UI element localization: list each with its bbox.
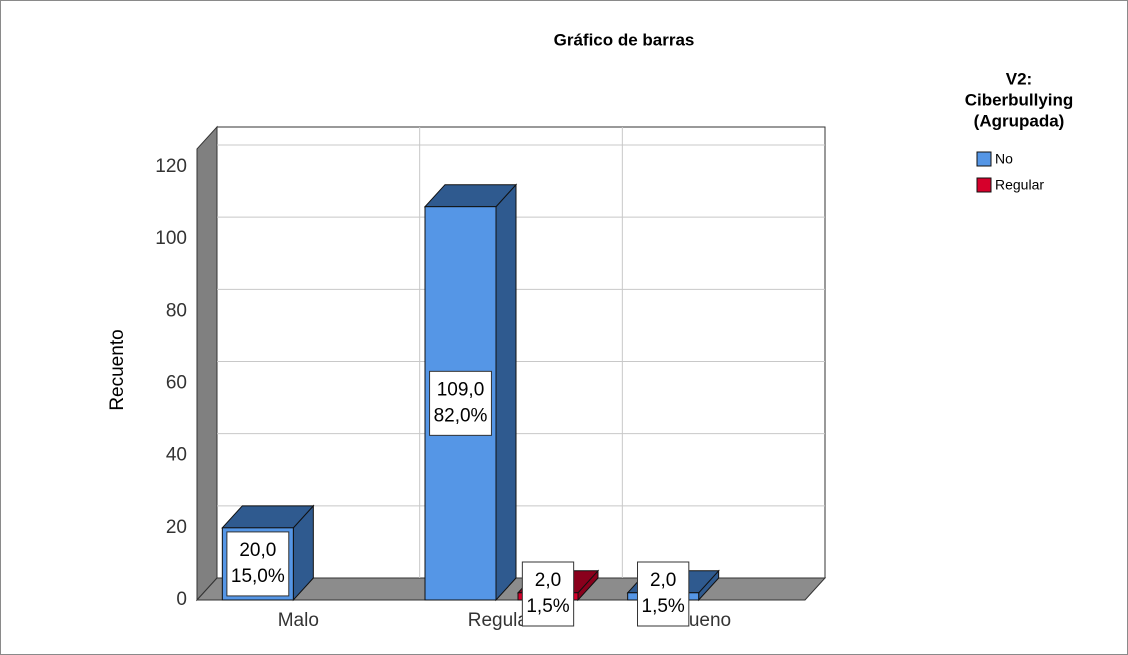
legend-swatch: [976, 151, 992, 167]
x-tick-label: Malo: [278, 610, 319, 631]
data-label-box: [521, 561, 575, 627]
data-label: 109,0 82,0%: [429, 370, 492, 436]
data-label-percent: 82,0%: [434, 405, 488, 426]
data-label-box: [226, 531, 290, 597]
legend-swatch: [976, 177, 992, 193]
data-label-percent: 1,5%: [642, 596, 685, 617]
data-label-value: 2,0: [535, 570, 561, 591]
data-label: 2,0 1,5%: [521, 561, 575, 627]
data-label-box: [429, 370, 492, 436]
data-label-value: 109,0: [437, 379, 485, 400]
y-tick-label: 20: [166, 517, 187, 538]
data-label-value: 2,0: [650, 570, 676, 591]
legend-title: (Agrupada): [974, 111, 1065, 130]
y-axis-label: Recuento: [107, 329, 128, 410]
y-tick-label: 40: [166, 445, 187, 466]
data-label: 2,0 1,5%: [637, 561, 690, 627]
legend-label: No: [995, 151, 1013, 167]
chart-title: Gráfico de barras: [554, 30, 695, 49]
y-tick-label: 100: [155, 228, 187, 249]
data-label-percent: 15,0%: [231, 566, 285, 587]
data-label: 20,0 15,0%: [226, 531, 290, 597]
y-tick-label: 60: [166, 373, 187, 394]
legend-label: Regular: [995, 177, 1044, 193]
x-tick-label: Regular: [468, 610, 535, 631]
y-tick-label: 0: [176, 589, 187, 610]
x-tick-label: Bueno: [676, 610, 731, 631]
data-label-value: 20,0: [239, 540, 276, 561]
y-tick-label: 120: [155, 156, 187, 177]
data-label-percent: 1,5%: [526, 596, 569, 617]
left-wall: [196, 125, 218, 602]
y-tick-label: 80: [166, 300, 187, 321]
legend-title: V2:: [1006, 69, 1032, 88]
legend-title: Ciberbullying: [965, 90, 1074, 109]
bar-side: [495, 183, 517, 602]
data-label-box: [637, 561, 690, 627]
